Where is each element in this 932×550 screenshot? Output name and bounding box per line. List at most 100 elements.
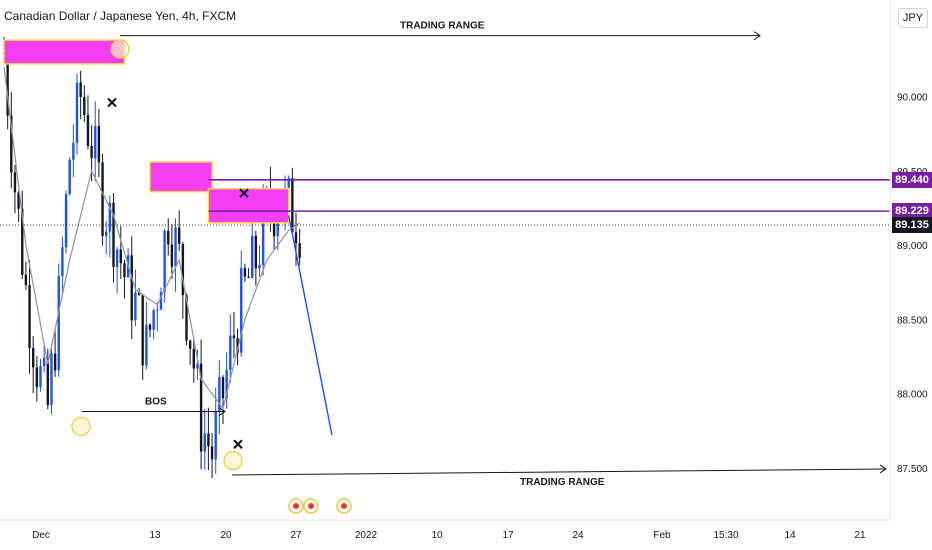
candle-body bbox=[178, 227, 181, 244]
candle-body bbox=[196, 363, 199, 369]
candle-body bbox=[90, 145, 93, 159]
candle-body bbox=[188, 340, 192, 349]
candle-body bbox=[181, 243, 185, 296]
cross-marker bbox=[239, 188, 249, 198]
candle-body bbox=[276, 219, 279, 237]
candle-body bbox=[272, 216, 276, 237]
candle-body bbox=[50, 353, 53, 406]
candle-body bbox=[24, 274, 28, 286]
x-tick-label: 10 bbox=[431, 530, 443, 541]
candle-body bbox=[108, 202, 112, 232]
candle-body bbox=[291, 178, 294, 233]
candle-body bbox=[232, 335, 236, 339]
arrowhead bbox=[218, 407, 226, 416]
price-tag-last: 89.135 bbox=[892, 217, 932, 234]
candle-body bbox=[134, 292, 137, 321]
candle-body bbox=[203, 433, 206, 452]
candle-body bbox=[167, 230, 170, 245]
symbol-title[interactable]: Canadian Dollar / Japanese Yen, 4h, FXCM bbox=[4, 9, 237, 23]
swing-circle bbox=[110, 39, 130, 59]
candle-body bbox=[156, 309, 159, 311]
candle-body bbox=[294, 232, 298, 244]
swing-circle bbox=[71, 416, 91, 436]
candle-body bbox=[21, 208, 24, 275]
candle-body bbox=[46, 357, 49, 406]
candle-body bbox=[251, 235, 254, 278]
arrowhead bbox=[753, 31, 761, 41]
candle-body bbox=[42, 357, 46, 367]
candle-body bbox=[28, 285, 31, 348]
candle-body bbox=[123, 263, 126, 278]
candle-body bbox=[174, 227, 177, 267]
candle-body bbox=[243, 268, 247, 277]
supply-zone bbox=[3, 39, 126, 65]
candle-body bbox=[240, 268, 243, 353]
candle-body bbox=[258, 264, 261, 269]
x-tick-label: 21 bbox=[854, 530, 866, 541]
projection-line bbox=[288, 215, 333, 436]
candle-body bbox=[207, 433, 210, 447]
y-tick-label: 88.500 bbox=[897, 315, 928, 326]
candle-body bbox=[39, 366, 42, 388]
candle-body bbox=[298, 243, 301, 258]
candle-body bbox=[214, 411, 217, 460]
y-tick-label: 87.500 bbox=[897, 464, 928, 475]
candle-body bbox=[137, 292, 141, 295]
candle-body bbox=[236, 338, 239, 353]
candle-body bbox=[35, 367, 39, 388]
candle-body bbox=[148, 324, 152, 330]
cross-marker bbox=[233, 439, 243, 450]
supply-zone bbox=[207, 187, 290, 224]
cross-marker bbox=[107, 97, 117, 108]
candle-body bbox=[119, 249, 122, 264]
candle-body bbox=[115, 249, 119, 267]
price-tag-upper: 89.440 bbox=[892, 171, 932, 188]
candle-body bbox=[17, 192, 20, 209]
candle-body bbox=[101, 162, 104, 236]
supply-zone bbox=[149, 161, 213, 193]
drawing-annotations[interactable]: TRADING RANGE TRADING RANGE BOS bbox=[145, 21, 605, 488]
candle-body bbox=[112, 202, 115, 267]
x-tick-label: 14 bbox=[784, 530, 796, 541]
y-tick-label: 90.000 bbox=[897, 93, 928, 104]
trading-range-label-bottom: TRADING RANGE bbox=[520, 477, 605, 488]
candle-body bbox=[86, 115, 90, 146]
candle-body bbox=[10, 115, 13, 173]
candle-body bbox=[247, 276, 250, 278]
candle-body bbox=[159, 291, 163, 310]
time-axis[interactable]: Dec 13 20 27 2022 10 17 24 Feb 15:30 14 21 bbox=[32, 530, 866, 541]
x-tick-label: 24 bbox=[572, 530, 584, 541]
candle-body bbox=[64, 194, 68, 248]
candle-body bbox=[32, 347, 35, 368]
currency-badge[interactable]: JPY bbox=[898, 8, 928, 28]
candle-body bbox=[145, 324, 148, 366]
candle-body bbox=[199, 363, 203, 452]
candle-body bbox=[94, 126, 97, 159]
candle-body bbox=[192, 348, 195, 369]
x-tick-label: Dec bbox=[32, 530, 50, 541]
y-tick-label: 89.000 bbox=[897, 241, 928, 252]
candle-body bbox=[130, 255, 133, 321]
event-markers[interactable] bbox=[288, 498, 352, 514]
candle-body bbox=[68, 159, 71, 195]
candle-body bbox=[75, 82, 79, 143]
candle-body bbox=[57, 276, 60, 371]
moving-average-line bbox=[3, 66, 300, 411]
candle-body bbox=[287, 178, 290, 188]
candle-body bbox=[218, 377, 221, 412]
x-tick-label: 15:30 bbox=[713, 530, 738, 541]
x-tick-label: 17 bbox=[502, 530, 514, 541]
x-tick-label: 27 bbox=[290, 530, 302, 541]
bos-label: BOS bbox=[145, 397, 167, 408]
trading-range-label-top: TRADING RANGE bbox=[400, 21, 485, 32]
y-tick-label: 88.000 bbox=[897, 390, 928, 401]
arrowhead bbox=[879, 464, 887, 474]
candle-body bbox=[13, 172, 17, 193]
candle-body bbox=[261, 200, 265, 265]
x-tick-label: 2022 bbox=[355, 530, 378, 541]
plot-area[interactable] bbox=[0, 31, 890, 479]
event-dot-icon bbox=[341, 503, 347, 509]
candle-body bbox=[141, 294, 144, 366]
candle-body bbox=[79, 82, 82, 97]
